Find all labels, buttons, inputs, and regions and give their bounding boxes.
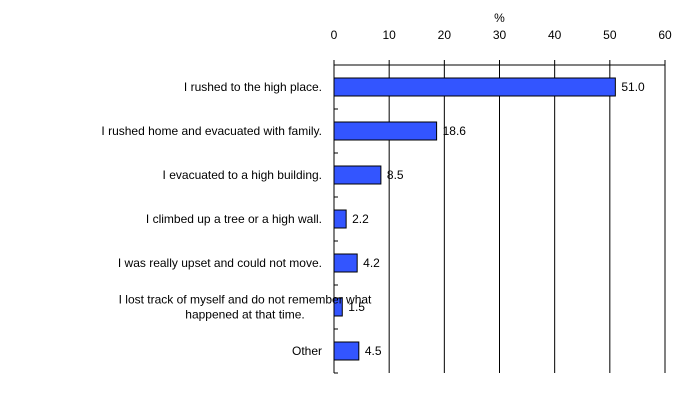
category-label-line: Other	[292, 344, 322, 358]
grid-lines	[388, 65, 666, 373]
category-label-line: I rushed home and evacuated with family.	[101, 124, 322, 138]
data-label: 51.0	[621, 80, 645, 94]
x-tick-label: 60	[658, 28, 672, 42]
category-label-line: I climbed up a tree or a high wall.	[146, 212, 322, 226]
bar	[333, 253, 358, 273]
bar	[333, 121, 438, 141]
category-label: I climbed up a tree or a high wall.	[146, 212, 322, 226]
x-tick-label: 30	[493, 28, 507, 42]
category-label: I lost track of myself and do not rememb…	[119, 293, 372, 322]
bar	[333, 77, 616, 97]
category-label: Other	[292, 344, 322, 358]
category-label-line: I rushed to the high place.	[184, 80, 322, 94]
data-label: 4.5	[365, 344, 382, 358]
category-label-line: I lost track of myself and do not rememb…	[119, 293, 372, 307]
x-tick-label: 0	[331, 28, 338, 42]
data-label: 18.6	[443, 124, 467, 138]
category-label-line: I was really upset and could not move.	[118, 256, 322, 270]
category-label: I evacuated to a high building.	[163, 168, 322, 182]
x-tick-label: 50	[603, 28, 617, 42]
x-axis-unit-label: %	[494, 11, 505, 25]
axes	[333, 60, 666, 374]
bar	[333, 341, 360, 361]
category-label-line: I evacuated to a high building.	[163, 168, 322, 182]
data-label: 1.5	[348, 300, 365, 314]
labels: 0 10 20 30 40 50 60 51.0 I rushed to the high pl…	[101, 28, 672, 358]
category-label: I rushed to the high place.	[184, 80, 322, 94]
x-tick-label: 40	[548, 28, 562, 42]
bar	[333, 209, 347, 229]
bars	[333, 77, 616, 361]
category-label: I rushed home and evacuated with family.	[101, 124, 322, 138]
x-tick-label: 10	[382, 28, 396, 42]
bar	[333, 165, 382, 185]
x-tick-label: 20	[438, 28, 452, 42]
data-label: 4.2	[363, 256, 380, 270]
data-label: 2.2	[352, 212, 369, 226]
category-label: I was really upset and could not move.	[118, 256, 322, 270]
data-label: 8.5	[387, 168, 404, 182]
category-label-line: happened at that time.	[185, 308, 304, 322]
